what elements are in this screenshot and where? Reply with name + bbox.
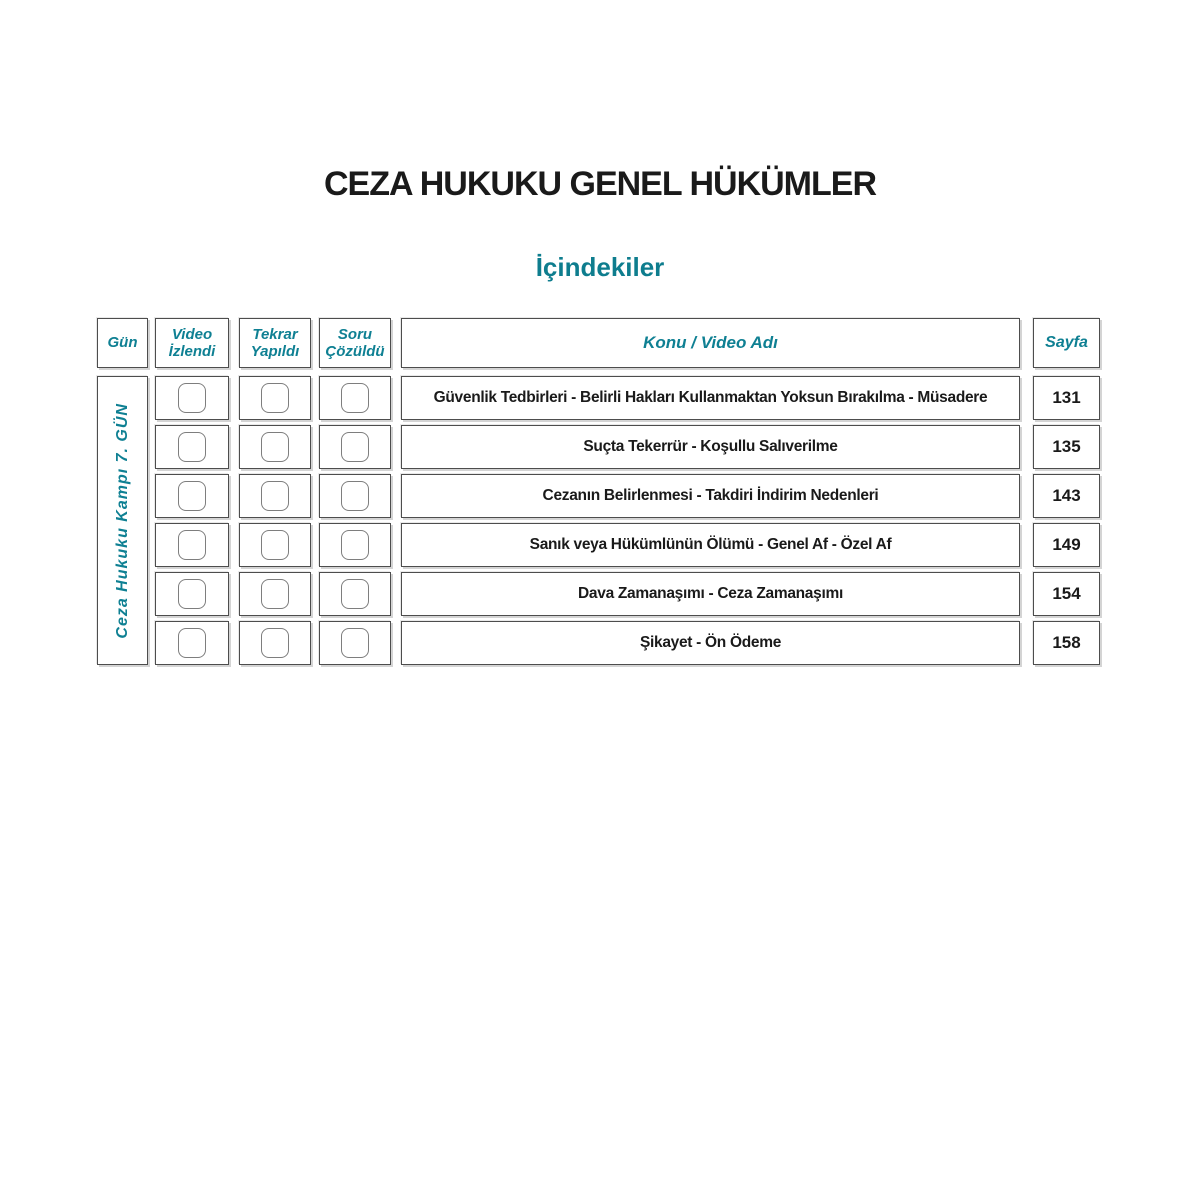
header-konu-video-adi: Konu / Video Adı xyxy=(401,318,1020,368)
page-number: 135 xyxy=(1052,437,1081,456)
page-number-cell: 131 xyxy=(1033,376,1100,420)
video-izlendi-checkbox-row-3[interactable] xyxy=(178,481,206,511)
page-number-cell: 154 xyxy=(1033,572,1100,616)
soru-cozuldu-checkbox-row-2[interactable] xyxy=(341,432,369,462)
tekrar-yapildi-checkbox-row-6[interactable] xyxy=(261,628,289,658)
soru-cozuldu-checkbox-row-6[interactable] xyxy=(341,628,369,658)
video-izlendi-checkbox-row-4[interactable] xyxy=(178,530,206,560)
topic-cell: Güvenlik Tedbirleri - Belirli Hakları Ku… xyxy=(401,376,1020,420)
day-group-cell: Ceza Hukuku Kampı 7. GÜN xyxy=(97,376,148,665)
table-row: Şikayet - Ön Ödeme 158 xyxy=(155,621,1100,665)
soru-cozuldu-cell xyxy=(319,376,391,420)
soru-cozuldu-checkbox-row-3[interactable] xyxy=(341,481,369,511)
tekrar-yapildi-cell xyxy=(239,376,311,420)
page-number: 131 xyxy=(1052,388,1081,407)
table-row: Sanık veya Hükümlünün Ölümü - Genel Af -… xyxy=(155,523,1100,567)
page-number: 149 xyxy=(1052,535,1081,554)
table-header-row: Gün Video İzlendi Tekrar Yapıldı Soru Çö… xyxy=(97,318,1100,368)
video-izlendi-cell xyxy=(155,523,229,567)
tekrar-yapildi-checkbox-row-5[interactable] xyxy=(261,579,289,609)
page-number-cell: 158 xyxy=(1033,621,1100,665)
soru-cozuldu-checkbox-row-5[interactable] xyxy=(341,579,369,609)
topic-label: Şikayet - Ön Ödeme xyxy=(639,634,782,651)
topic-cell: Suçta Tekerrür - Koşullu Salıverilme xyxy=(401,425,1020,469)
topic-cell: Cezanın Belirlenmesi - Takdiri İndirim N… xyxy=(401,474,1020,518)
rows-container: Güvenlik Tedbirleri - Belirli Hakları Ku… xyxy=(155,376,1100,665)
page-number: 158 xyxy=(1052,633,1081,652)
page-title: CEZA HUKUKU GENEL HÜKÜMLER xyxy=(324,165,877,203)
tekrar-yapildi-cell xyxy=(239,523,311,567)
video-izlendi-cell xyxy=(155,376,229,420)
video-izlendi-cell xyxy=(155,572,229,616)
table-row: Cezanın Belirlenmesi - Takdiri İndirim N… xyxy=(155,474,1100,518)
video-izlendi-checkbox-row-1[interactable] xyxy=(178,383,206,413)
header-soru-cozuldu: Soru Çözüldü xyxy=(319,318,391,368)
tekrar-yapildi-checkbox-row-3[interactable] xyxy=(261,481,289,511)
tekrar-yapildi-cell xyxy=(239,621,311,665)
video-izlendi-cell xyxy=(155,474,229,518)
topic-label: Suçta Tekerrür - Koşullu Salıverilme xyxy=(583,438,838,455)
page-number: 154 xyxy=(1052,584,1081,603)
page-number-cell: 135 xyxy=(1033,425,1100,469)
soru-cozuldu-checkbox-row-1[interactable] xyxy=(341,383,369,413)
soru-cozuldu-cell xyxy=(319,523,391,567)
header-sayfa: Sayfa xyxy=(1033,318,1100,368)
tekrar-yapildi-cell xyxy=(239,425,311,469)
header-tekrar-yapildi: Tekrar Yapıldı xyxy=(239,318,311,368)
page-number-cell: 149 xyxy=(1033,523,1100,567)
page-number: 143 xyxy=(1052,486,1081,505)
video-izlendi-cell xyxy=(155,621,229,665)
topic-cell: Sanık veya Hükümlünün Ölümü - Genel Af -… xyxy=(401,523,1020,567)
video-izlendi-checkbox-row-2[interactable] xyxy=(178,432,206,462)
video-izlendi-checkbox-row-5[interactable] xyxy=(178,579,206,609)
table-body: Ceza Hukuku Kampı 7. GÜN Güvenlik Tedbir… xyxy=(97,376,1100,665)
tekrar-yapildi-checkbox-row-2[interactable] xyxy=(261,432,289,462)
table-row: Dava Zamanaşımı - Ceza Zamanaşımı 154 xyxy=(155,572,1100,616)
soru-cozuldu-checkbox-row-4[interactable] xyxy=(341,530,369,560)
topic-cell: Şikayet - Ön Ödeme xyxy=(401,621,1020,665)
video-izlendi-checkbox-row-6[interactable] xyxy=(178,628,206,658)
soru-cozuldu-cell xyxy=(319,425,391,469)
contents-table: Gün Video İzlendi Tekrar Yapıldı Soru Çö… xyxy=(97,318,1100,665)
tekrar-yapildi-cell xyxy=(239,572,311,616)
day-group-label: Ceza Hukuku Kampı 7. GÜN xyxy=(113,402,131,639)
tekrar-yapildi-checkbox-row-4[interactable] xyxy=(261,530,289,560)
soru-cozuldu-cell xyxy=(319,621,391,665)
page-number-cell: 143 xyxy=(1033,474,1100,518)
contents-heading: İçindekiler xyxy=(535,252,665,282)
tekrar-yapildi-cell xyxy=(239,474,311,518)
header-video-izlendi: Video İzlendi xyxy=(155,318,229,368)
soru-cozuldu-cell xyxy=(319,572,391,616)
header-gun: Gün xyxy=(97,318,148,368)
table-row: Suçta Tekerrür - Koşullu Salıverilme 135 xyxy=(155,425,1100,469)
soru-cozuldu-cell xyxy=(319,474,391,518)
video-izlendi-cell xyxy=(155,425,229,469)
topic-label: Sanık veya Hükümlünün Ölümü - Genel Af -… xyxy=(529,536,892,553)
topic-cell: Dava Zamanaşımı - Ceza Zamanaşımı xyxy=(401,572,1020,616)
topic-label: Cezanın Belirlenmesi - Takdiri İndirim N… xyxy=(542,487,879,504)
topic-label: Güvenlik Tedbirleri - Belirli Hakları Ku… xyxy=(433,389,988,406)
topic-label: Dava Zamanaşımı - Ceza Zamanaşımı xyxy=(578,585,843,602)
tekrar-yapildi-checkbox-row-1[interactable] xyxy=(261,383,289,413)
table-row: Güvenlik Tedbirleri - Belirli Hakları Ku… xyxy=(155,376,1100,420)
